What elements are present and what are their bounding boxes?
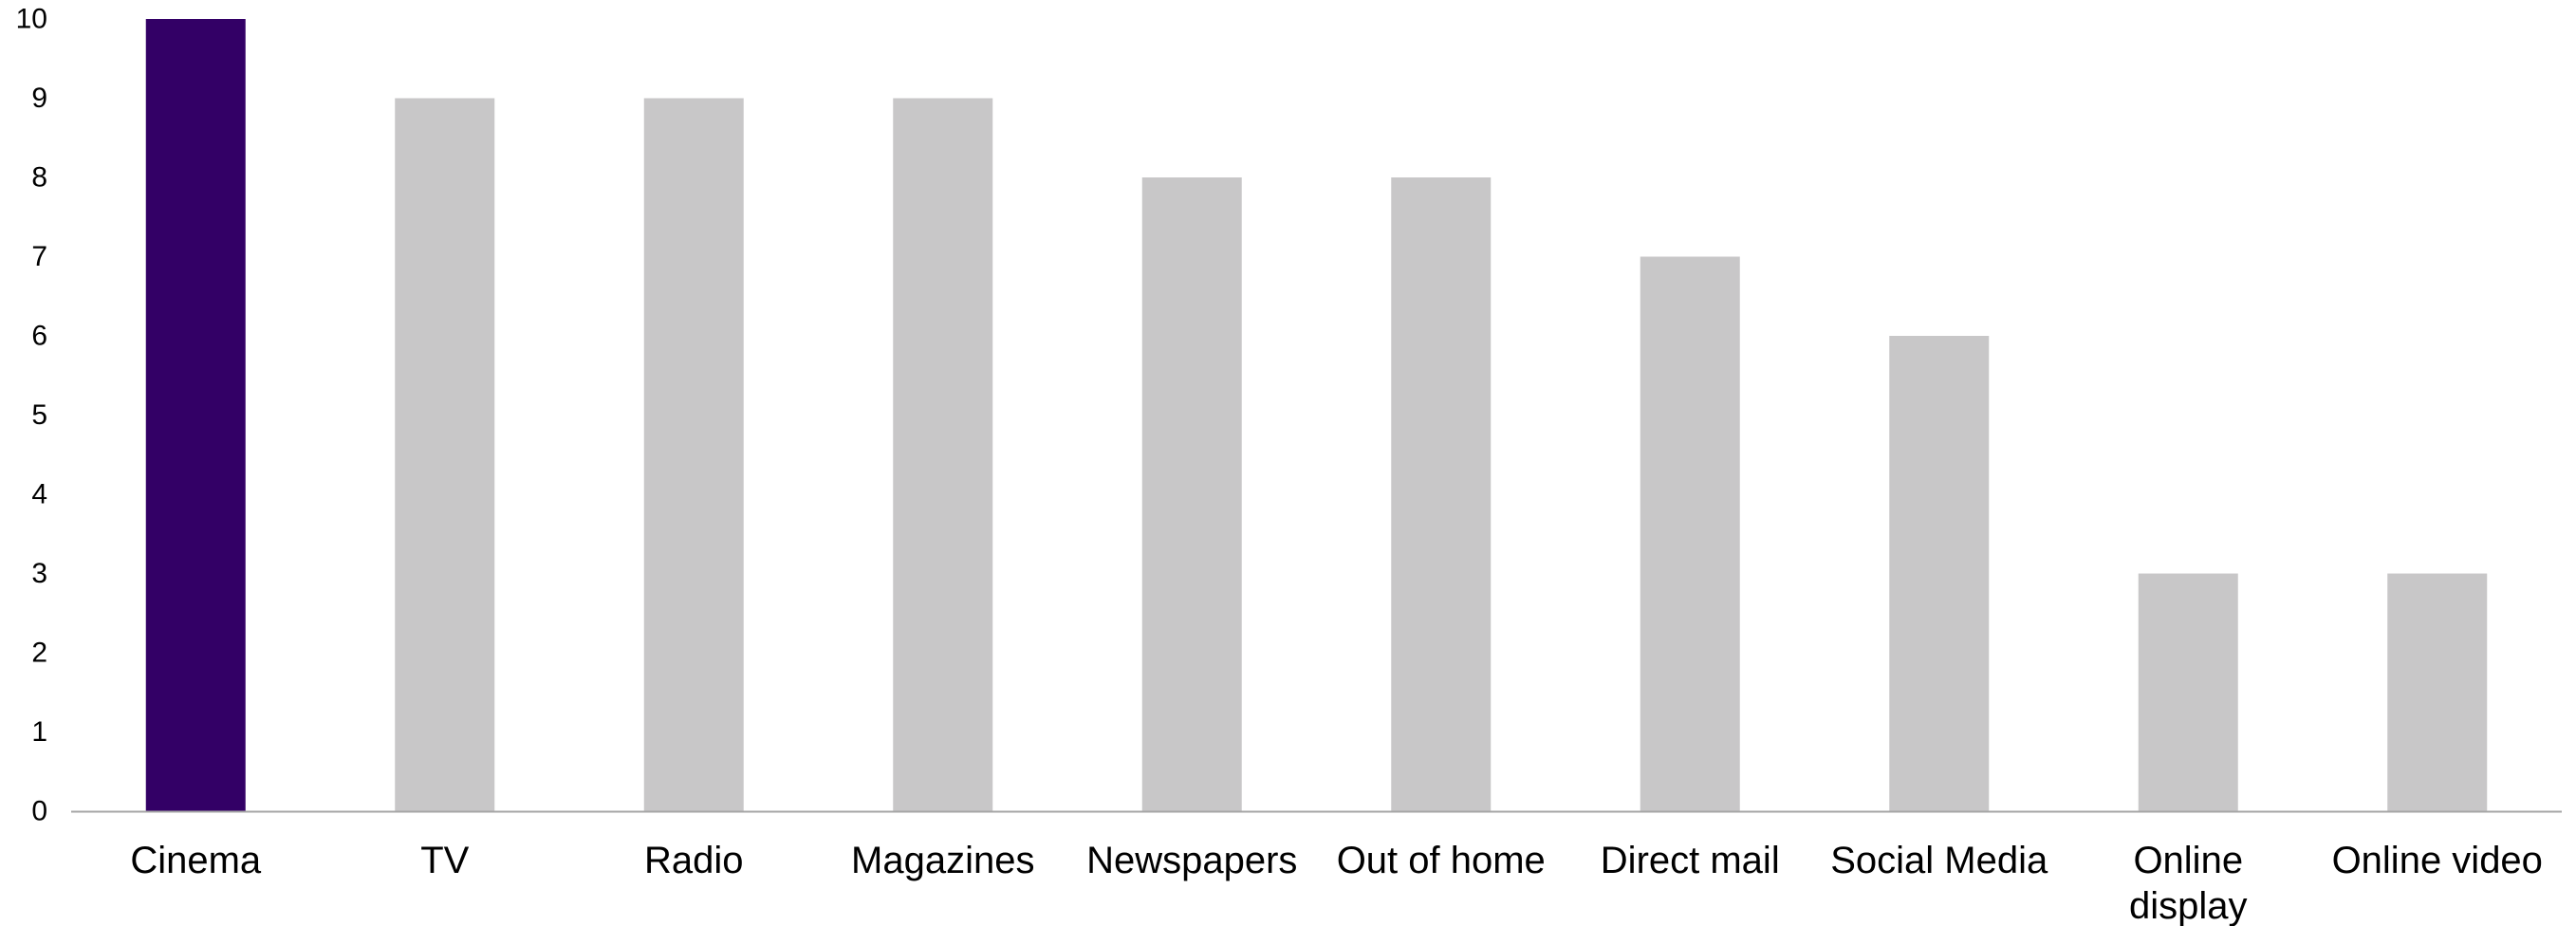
y-tick-label: 6 (31, 321, 47, 352)
bar-online-display (2138, 573, 2238, 811)
x-tick-label-line: Online video (2332, 840, 2543, 881)
x-tick-label: Online display (2129, 840, 2248, 926)
x-tick-label: Social Media (1830, 840, 2048, 881)
x-tick-label-line: Newspapers (1086, 840, 1297, 881)
bar-radio (643, 98, 744, 811)
bar-magazines (893, 98, 993, 811)
y-tick-label: 2 (31, 638, 47, 669)
x-tick-label: Magazines (851, 840, 1034, 881)
x-tick-label-line: Out of home (1337, 840, 1546, 881)
y-axis-ticks: 0 1 2 3 4 5 6 7 8 9 10 (16, 4, 47, 827)
x-axis-labels: Cinema TV Radio Magazines Newspapers Out of h… (130, 840, 2543, 926)
bar-out-of-home (1391, 177, 1492, 811)
y-tick-label: 7 (31, 241, 47, 272)
x-tick-label-line: Radio (644, 840, 744, 881)
bar-cinema (145, 19, 246, 811)
bar-newspapers (1141, 177, 1242, 811)
x-tick-label-line: Cinema (130, 840, 262, 881)
x-tick-label: Online video (2332, 840, 2543, 881)
x-tick-label-line: display (2129, 885, 2248, 926)
y-tick-label: 5 (31, 399, 47, 431)
y-tick-label: 10 (16, 4, 47, 35)
x-tick-label: Direct mail (1601, 840, 1780, 881)
y-tick-label: 1 (31, 716, 47, 748)
y-tick-label: 0 (31, 796, 47, 827)
bar-direct-mail (1640, 256, 1740, 811)
x-tick-label-line: Online (2133, 840, 2243, 881)
x-tick-label: Cinema (130, 840, 262, 881)
x-tick-label: Out of home (1337, 840, 1546, 881)
y-tick-label: 8 (31, 162, 47, 194)
x-tick-label-line: Social Media (1830, 840, 2048, 881)
bar-social-media (1889, 336, 1990, 811)
x-tick-label: Radio (644, 840, 744, 881)
bars (145, 19, 2488, 811)
y-tick-label: 4 (31, 479, 47, 510)
y-tick-label: 9 (31, 83, 47, 114)
x-tick-label-line: Magazines (851, 840, 1034, 881)
bar-online-video (2387, 573, 2488, 811)
x-tick-label-line: Direct mail (1601, 840, 1780, 881)
x-tick-label: Newspapers (1086, 840, 1297, 881)
y-tick-label: 3 (31, 558, 47, 589)
x-tick-label-line: TV (420, 840, 469, 881)
bar-tv (395, 98, 495, 811)
x-tick-label: TV (420, 840, 469, 881)
